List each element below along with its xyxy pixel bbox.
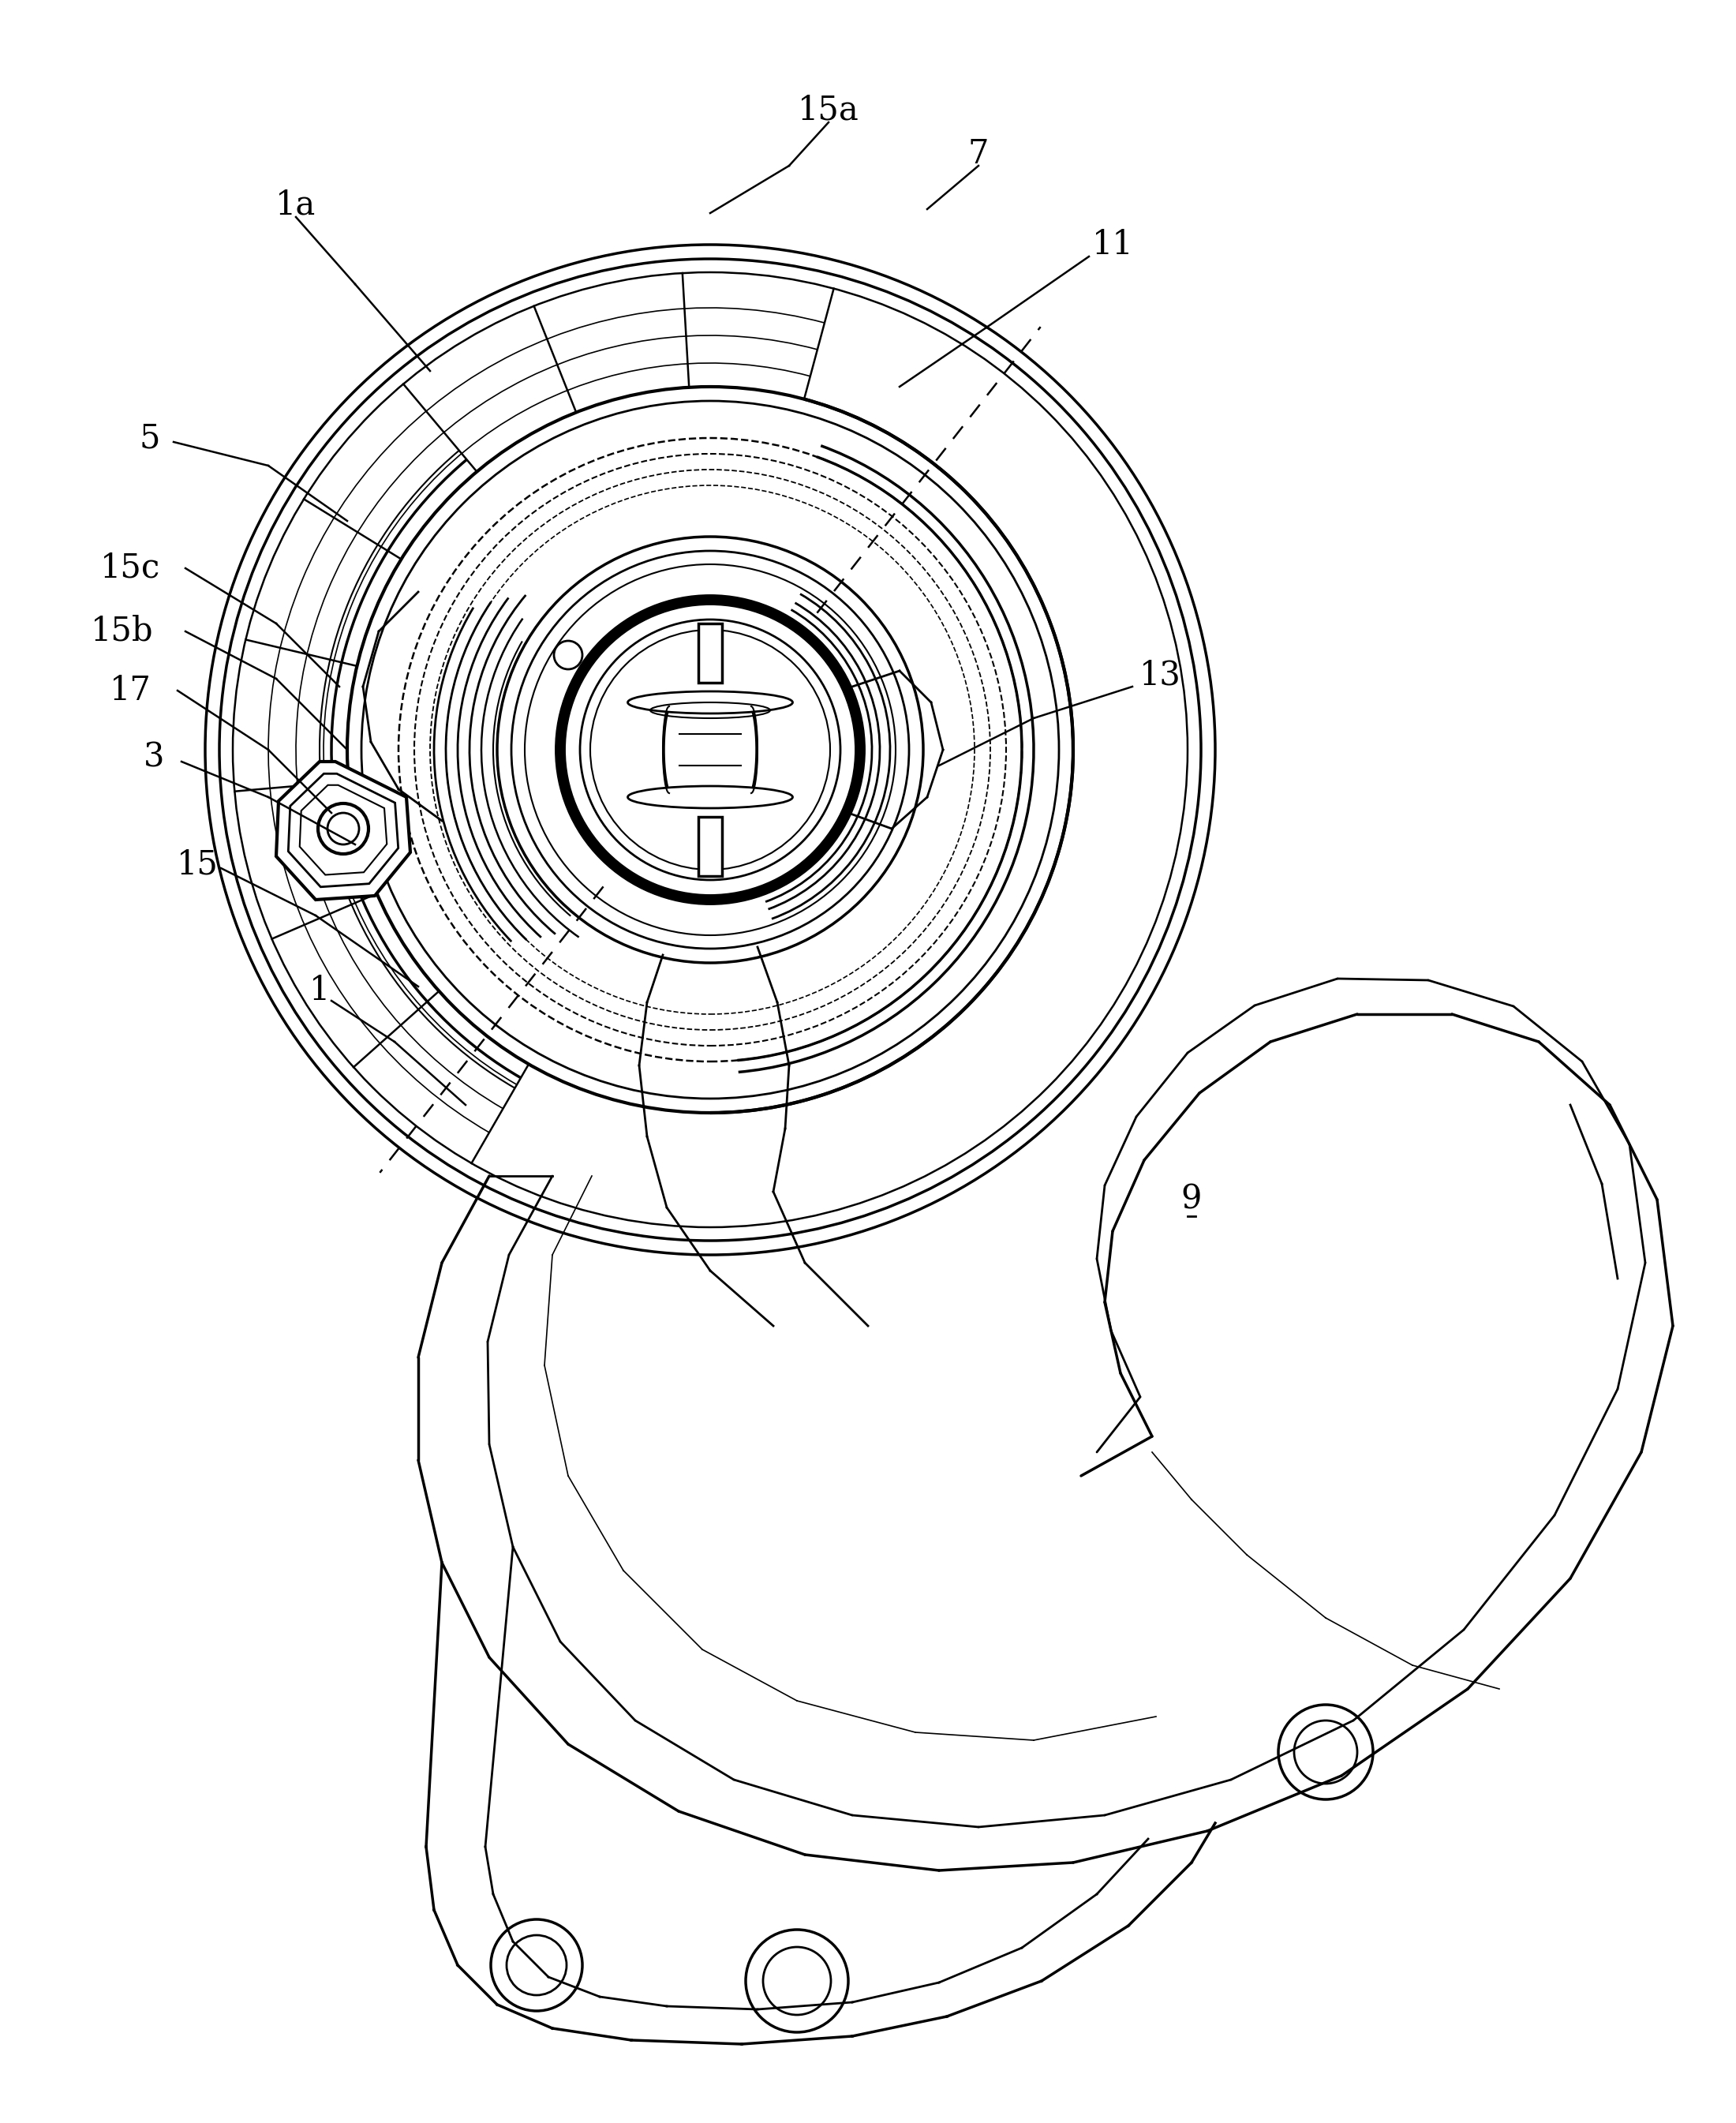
Text: 9: 9 — [1180, 1183, 1201, 1216]
Polygon shape — [276, 762, 410, 900]
Text: 1: 1 — [309, 974, 330, 1006]
Ellipse shape — [628, 786, 793, 809]
Polygon shape — [663, 703, 757, 796]
Ellipse shape — [628, 692, 793, 713]
Text: 5: 5 — [139, 422, 160, 454]
Text: 15b: 15b — [90, 616, 155, 648]
Text: 15: 15 — [177, 847, 219, 881]
Text: 7: 7 — [969, 138, 990, 170]
Polygon shape — [300, 786, 387, 875]
Text: 15a: 15a — [799, 93, 859, 127]
Bar — [698, 624, 722, 684]
Text: 15c: 15c — [101, 552, 160, 584]
Circle shape — [318, 802, 368, 853]
Text: 1a: 1a — [276, 189, 316, 221]
Bar — [698, 817, 722, 877]
Text: 11: 11 — [1092, 227, 1134, 261]
Text: 17: 17 — [109, 673, 151, 707]
Polygon shape — [288, 773, 398, 887]
Text: 3: 3 — [144, 741, 165, 775]
Text: 13: 13 — [1139, 658, 1180, 692]
